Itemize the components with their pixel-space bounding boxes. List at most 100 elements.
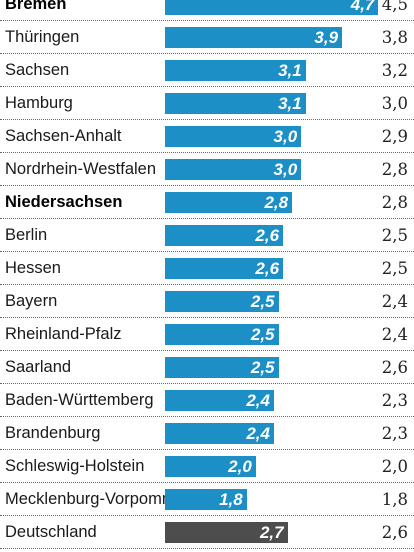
chart-row: Hessen 2,6 2,5	[0, 252, 414, 285]
bar-value-label: 2,6	[255, 259, 280, 278]
category-label: Sachsen	[5, 61, 70, 79]
bar: 2,5	[165, 324, 279, 345]
category-label: Schleswig-Holstein	[5, 457, 145, 475]
category-label: Thüringen	[5, 28, 80, 46]
bar: 3,9	[165, 27, 343, 48]
chart-row: Mecklenburg-Vorpommern 1,8 1,8	[0, 483, 414, 516]
row-divider	[0, 86, 414, 87]
category-label: Rheinland-Pfalz	[5, 325, 122, 343]
bar: 4,7	[165, 0, 379, 15]
row-divider	[0, 251, 414, 252]
bar-value-label: 2,0	[228, 457, 252, 476]
secondary-value-label: 2,4	[381, 325, 408, 344]
category-label: Brandenburg	[5, 424, 101, 442]
row-divider	[0, 449, 414, 450]
chart-row: Bayern 2,5 2,4	[0, 285, 414, 318]
bar: 1,8	[165, 489, 247, 510]
chart-row: Rheinland-Pfalz 2,5 2,4	[0, 318, 414, 351]
secondary-value-label: 2,3	[381, 424, 408, 443]
chart-row: Berlin 2,6 2,5	[0, 219, 414, 252]
secondary-value-label: 2,9	[381, 127, 408, 146]
row-divider	[0, 548, 414, 549]
bar: 3,0	[165, 126, 302, 147]
bar-value-label: 4,7	[350, 0, 375, 14]
category-label: Berlin	[5, 226, 48, 244]
chart-row: Deutschland 2,7 2,6	[0, 516, 414, 549]
chart-row: Sachsen-Anhalt 3,0 2,9	[0, 120, 414, 153]
category-label: Baden-Württemberg	[5, 391, 154, 409]
row-divider	[0, 350, 414, 351]
chart-row: Saarland 2,5 2,6	[0, 351, 414, 384]
secondary-value-label: 4,5	[381, 0, 408, 14]
chart-row: Thüringen 3,9 3,8	[0, 21, 414, 54]
row-divider	[0, 53, 414, 54]
row-divider	[0, 119, 414, 120]
row-divider	[0, 218, 414, 219]
category-label: Mecklenburg-Vorpommern	[5, 490, 200, 508]
bar-value-label: 2,7	[259, 523, 284, 542]
chart-row: Brandenburg 2,4 2,3	[0, 417, 414, 450]
secondary-value-label: 2,0	[381, 457, 408, 476]
bar-value-label: 2,5	[250, 358, 275, 377]
bar-value-label: 1,8	[219, 490, 243, 509]
chart-row: Bremen 4,7 4,5	[0, 0, 414, 21]
chart-row: Hamburg 3,1 3,0	[0, 87, 414, 120]
row-divider	[0, 416, 414, 417]
secondary-value-label: 3,2	[381, 61, 408, 80]
bar-value-label: 2,8	[264, 193, 289, 212]
row-divider	[0, 482, 414, 483]
chart-row: Nordrhein-Westfalen 3,0 2,8	[0, 153, 414, 186]
bar-value-label: 2,6	[255, 226, 280, 245]
chart-row: Sachsen 3,1 3,2	[0, 54, 414, 87]
row-divider	[0, 185, 414, 186]
secondary-value-label: 1,8	[381, 490, 408, 509]
category-label: Deutschland	[5, 523, 97, 541]
bar: 2,7	[165, 522, 288, 543]
row-divider	[0, 515, 414, 516]
category-label: Niedersachsen	[5, 193, 123, 211]
bar-value-label: 2,5	[250, 292, 275, 311]
category-label: Nordrhein-Westfalen	[5, 160, 157, 178]
secondary-value-label: 2,5	[381, 226, 408, 245]
chart-row: Schleswig-Holstein 2,0 2,0	[0, 450, 414, 483]
category-label: Sachsen-Anhalt	[5, 127, 122, 145]
bar-value-label: 2,5	[250, 325, 275, 344]
secondary-value-label: 2,5	[381, 259, 408, 278]
chart-row: Niedersachsen 2,8 2,8	[0, 186, 414, 219]
category-label: Bayern	[5, 292, 58, 310]
bar: 2,5	[165, 357, 279, 378]
row-divider	[0, 383, 414, 384]
row-divider	[0, 284, 414, 285]
category-label: Saarland	[5, 358, 72, 376]
bar-value-label: 2,4	[246, 424, 270, 443]
bar: 3,1	[165, 60, 306, 81]
category-label: Hessen	[5, 259, 61, 277]
row-divider	[0, 152, 414, 153]
bar-value-label: 3,1	[278, 61, 302, 80]
secondary-value-label: 3,8	[381, 28, 408, 47]
bar: 2,6	[165, 258, 284, 279]
secondary-value-label: 3,0	[381, 94, 408, 113]
row-divider	[0, 20, 414, 21]
secondary-value-label: 2,6	[381, 358, 408, 377]
secondary-value-label: 2,4	[381, 292, 408, 311]
secondary-value-label: 2,3	[381, 391, 408, 410]
bar: 2,6	[165, 225, 284, 246]
bar: 2,5	[165, 291, 279, 312]
bar: 2,4	[165, 423, 274, 444]
bar: 3,1	[165, 93, 306, 114]
chart-row: Baden-Württemberg 2,4 2,3	[0, 384, 414, 417]
bar: 2,8	[165, 192, 293, 213]
bar-value-label: 3,0	[273, 160, 298, 179]
bar: 3,0	[165, 159, 302, 180]
bar: 2,0	[165, 456, 256, 477]
category-label: Bremen	[5, 0, 67, 13]
bar: 2,4	[165, 390, 274, 411]
category-label: Hamburg	[5, 94, 73, 112]
bar-value-label: 3,9	[314, 28, 339, 47]
secondary-value-label: 2,6	[381, 523, 408, 542]
bar-value-label: 2,4	[246, 391, 270, 410]
bar-value-label: 3,1	[278, 94, 302, 113]
secondary-value-label: 2,8	[381, 160, 408, 179]
